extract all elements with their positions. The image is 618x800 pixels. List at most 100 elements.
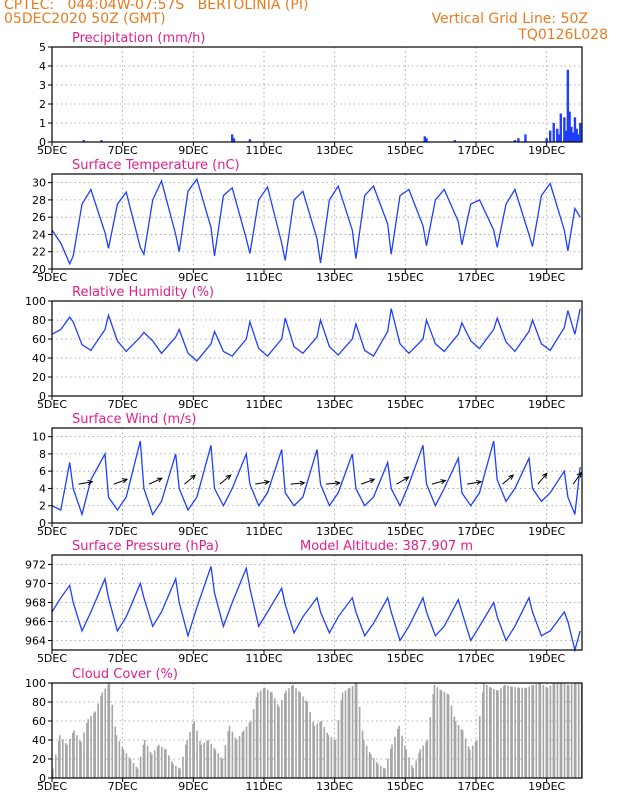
x-tick-label: 5DEC xyxy=(37,144,67,157)
x-tick-label: 19DEC xyxy=(528,271,565,284)
x-tick-label: 11DEC xyxy=(245,652,282,665)
wind-frame xyxy=(51,427,583,524)
cloud-cover-bar xyxy=(496,690,498,778)
cloud-cover-bar xyxy=(432,694,435,778)
cloud-cover-bar xyxy=(248,722,251,778)
cloud-cover-bar xyxy=(467,746,470,778)
y-tick-label: 30 xyxy=(32,177,46,190)
precip-bar xyxy=(571,132,575,142)
x-tick-label: 19DEC xyxy=(528,525,565,538)
cloud-cover-bar xyxy=(426,740,429,778)
precip-bar xyxy=(563,117,566,142)
x-tick-label: 9DEC xyxy=(178,525,208,538)
cloud-cover-bar xyxy=(486,684,488,778)
y-tick-label: 60 xyxy=(32,715,46,728)
cloud-cover-bar xyxy=(447,694,450,778)
rh-panel-title: Relative Humidity (%) xyxy=(72,285,214,300)
precip-bar xyxy=(232,138,236,142)
cloud-cover-bar xyxy=(266,689,269,778)
cloud-cover-bar xyxy=(274,698,276,778)
cloud-cover-bar xyxy=(375,762,378,778)
cloud-cover-bar xyxy=(532,684,535,778)
precip-bar xyxy=(568,111,571,142)
y-tick-label: 20 xyxy=(32,371,46,384)
cloud-cover-bar xyxy=(518,687,521,778)
cloud-cover-bar xyxy=(460,728,463,778)
x-tick-label: 15DEC xyxy=(387,271,424,284)
cloud-cover-bar xyxy=(461,730,464,778)
header-line-1: CPTEC: 044:04W-07:57S BERTOLINIA (PI) xyxy=(4,0,309,13)
cloud-cover-bar xyxy=(143,740,146,778)
cloud-cover-bar xyxy=(278,706,280,778)
cloud-cover-bar xyxy=(309,711,311,778)
cloud-cover-bar xyxy=(238,736,241,778)
precip-bar xyxy=(552,123,555,142)
cloud-cover-bar xyxy=(227,731,230,778)
y-tick-label: 0 xyxy=(39,772,46,785)
cloud-cover-bar xyxy=(453,716,456,778)
cloud-cover-bar xyxy=(443,692,446,778)
wind-arrow-head xyxy=(299,480,306,486)
y-tick-label: 10 xyxy=(32,431,46,444)
x-tick-label: 7DEC xyxy=(108,271,138,284)
wind-arrow-head xyxy=(190,474,197,480)
precip-bar xyxy=(573,117,577,142)
cloud-cover-bar xyxy=(497,690,499,778)
cloud-cover-bar xyxy=(490,687,492,778)
x-tick-label: 19DEC xyxy=(528,780,565,793)
cloud-cover-bar xyxy=(305,700,307,778)
pres-series-line xyxy=(51,565,581,653)
x-tick-label: 15DEC xyxy=(387,780,424,793)
cloud-cover-bar xyxy=(323,726,326,778)
cloud-cover-bar xyxy=(404,745,406,778)
cloud-cover-bar xyxy=(542,684,545,778)
wind-arrow-head xyxy=(542,472,548,479)
precip-bar xyxy=(100,140,103,142)
cloud-cover-bar xyxy=(64,743,67,778)
cloud-cover-bar xyxy=(476,740,478,778)
cloud-cover-bar xyxy=(556,683,559,778)
rh-frame xyxy=(51,300,583,397)
cloud-cover-bar xyxy=(471,745,474,778)
wind-arrow-head xyxy=(475,479,483,486)
cloud-cover-bar xyxy=(320,721,323,778)
x-tick-label: 15DEC xyxy=(387,398,424,411)
x-tick-label: 19DEC xyxy=(528,652,565,665)
x-tick-label: 7DEC xyxy=(108,144,138,157)
cloud-cover-bar xyxy=(186,740,188,778)
cloud-cover-bar xyxy=(125,753,128,778)
cloud-cover-bar xyxy=(165,749,167,778)
cloud-cover-bar xyxy=(521,687,523,778)
x-tick-label: 5DEC xyxy=(37,780,67,793)
x-tick-label: 5DEC xyxy=(37,271,67,284)
cloud-cover-bar xyxy=(234,737,237,778)
wind-arrow xyxy=(431,480,446,485)
cloud-cover-bar xyxy=(347,688,350,778)
cloud-cover-bar xyxy=(333,739,336,778)
precip-bar xyxy=(564,130,568,142)
cloud-cover-bar xyxy=(93,712,95,778)
cloud-cover-bar xyxy=(97,703,99,778)
cloud-cover-bar xyxy=(235,740,238,778)
precip-panel-title: Precipitation (mm/h) xyxy=(72,31,205,46)
x-tick-label: 5DEC xyxy=(37,398,67,411)
precip-bar xyxy=(557,134,561,142)
wind-arrow xyxy=(502,474,514,485)
cloud-cover-bar xyxy=(298,691,300,778)
y-tick-label: 40 xyxy=(32,352,46,365)
cloud-cover-bar xyxy=(80,741,82,778)
wind-arrow xyxy=(360,478,375,485)
cloud-cover-bar xyxy=(362,740,365,778)
cloud-cover-bar xyxy=(567,684,570,778)
cloud-cover-bar xyxy=(90,715,92,778)
cloud-cover-bar xyxy=(481,692,484,778)
y-tick-label: 20 xyxy=(32,753,46,766)
x-tick-label: 13DEC xyxy=(316,780,353,793)
cloud-cover-bar xyxy=(418,752,420,778)
cloud-cover-bar xyxy=(577,683,580,778)
cloud-cover-bar xyxy=(552,683,555,778)
y-tick-label: 2 xyxy=(39,500,46,513)
y-tick-label: 964 xyxy=(25,635,46,648)
cloud-cover-bar xyxy=(411,765,413,778)
cloud-cover-bar xyxy=(546,687,549,778)
